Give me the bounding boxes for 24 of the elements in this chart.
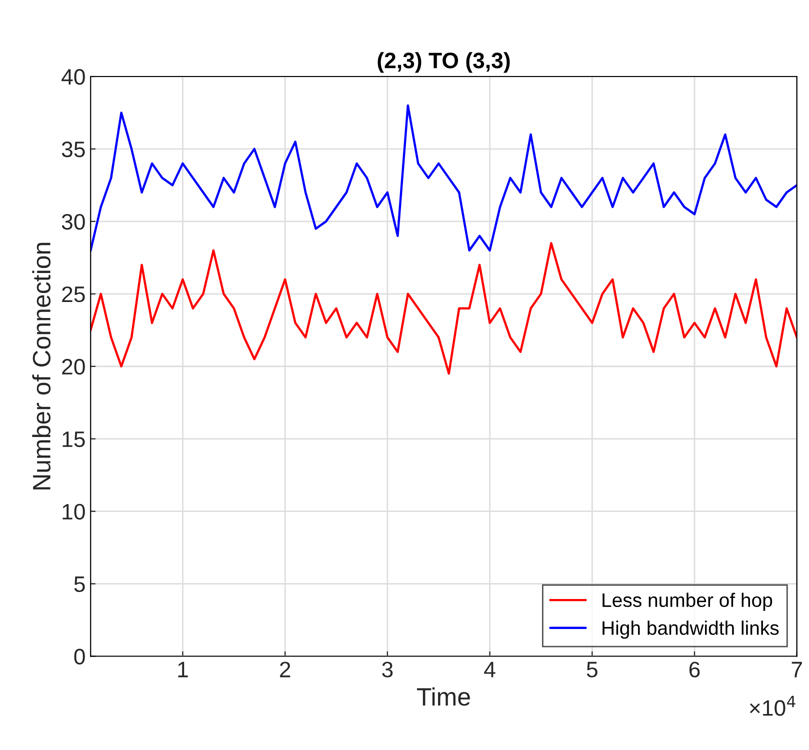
y-tick-label: 5 xyxy=(74,576,85,592)
x-axis-title: Time xyxy=(416,687,470,706)
x-tick-label: 7 xyxy=(792,662,802,678)
y-tick-label: 30 xyxy=(62,214,85,230)
y-tick-label: 35 xyxy=(62,142,85,158)
y-tick-label: 20 xyxy=(62,358,85,375)
x-tick-label: 3 xyxy=(382,662,393,678)
x-tick-label: 1 xyxy=(178,662,188,678)
y-tick-label: 0 xyxy=(74,648,85,665)
y-tick-label: 40 xyxy=(62,69,85,85)
x-tick-label: 2 xyxy=(280,662,290,678)
line-series xyxy=(90,104,797,252)
x-tick-label: 6 xyxy=(689,662,700,678)
x-tick-label: 5 xyxy=(586,662,598,678)
legend-label: Less number of hop xyxy=(602,592,772,611)
y-axis-title: Number of Connection xyxy=(32,242,51,490)
y-tick-label: 15 xyxy=(62,432,85,448)
chart-title: (2,3) TO (3,3) xyxy=(378,52,510,73)
line-series xyxy=(90,242,797,375)
y-tick-label: 10 xyxy=(62,504,85,520)
legend-label: High bandwidth links xyxy=(602,620,779,639)
text: ×10$^{4}$ xyxy=(750,696,796,716)
x-tick-label: 4 xyxy=(484,662,496,678)
y-tick-label: 25 xyxy=(62,286,85,302)
